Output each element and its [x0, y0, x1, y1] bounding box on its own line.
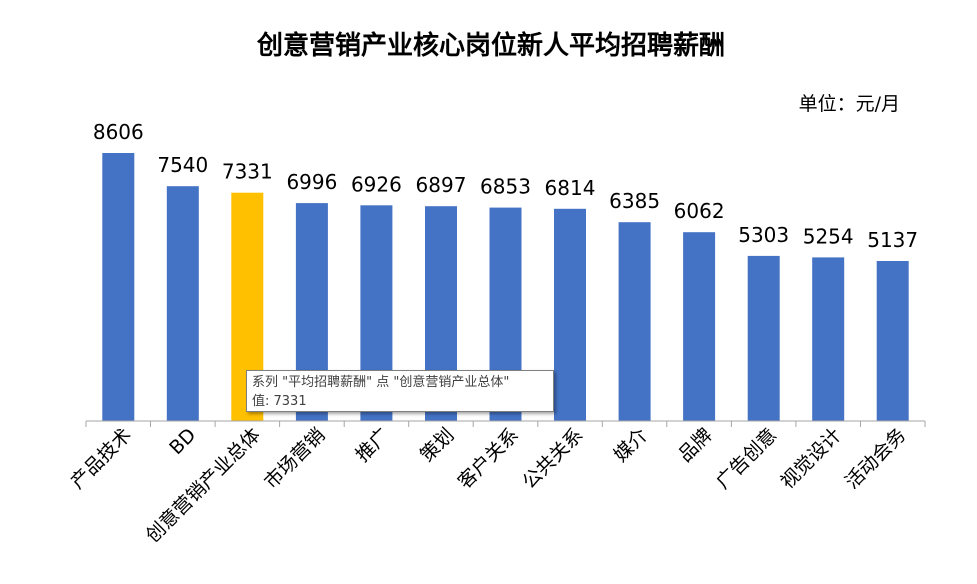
category-label-10: 广告创意	[712, 424, 781, 493]
value-label-4: 6926	[351, 172, 402, 196]
category-label-1: BD	[165, 424, 200, 459]
value-label-10: 5303	[738, 223, 789, 247]
bar-12[interactable]	[876, 261, 909, 421]
bar-8[interactable]	[618, 222, 651, 421]
value-label-11: 5254	[803, 224, 854, 248]
category-label-3: 市场营销	[260, 424, 329, 493]
value-label-3: 6996	[286, 170, 337, 194]
category-label-9: 品牌	[674, 424, 716, 466]
value-label-7: 6814	[545, 176, 596, 200]
category-label-5: 策划	[416, 424, 458, 466]
value-label-0: 8606	[93, 120, 144, 144]
category-label-12: 活动会务	[841, 424, 910, 493]
value-label-12: 5137	[867, 228, 918, 252]
value-label-8: 6385	[609, 189, 660, 213]
x-axis-ticks	[85, 421, 926, 427]
chart-title: 创意营销产业核心岗位新人平均招聘薪酬	[256, 30, 725, 61]
value-label-2: 7331	[222, 160, 273, 184]
value-label-9: 6062	[674, 199, 725, 223]
category-label-0: 产品技术	[67, 424, 136, 493]
data-tooltip: 系列 "平均招聘薪酬" 点 "创意营销产业总体" 值: 7331	[246, 370, 554, 412]
bar-9[interactable]	[683, 232, 716, 421]
tooltip-value-line: 值: 7331	[252, 394, 307, 409]
bar-0[interactable]	[102, 153, 135, 421]
value-label-5: 6897	[416, 173, 467, 197]
bar-7[interactable]	[554, 208, 586, 421]
category-label-4: 推广	[351, 424, 393, 466]
value-label-1: 7540	[157, 153, 208, 177]
category-label-2: 创意营销产业总体	[142, 424, 265, 547]
bar-11[interactable]	[812, 257, 845, 421]
unit-label: 单位：元/月	[799, 93, 900, 115]
bar-10[interactable]	[747, 255, 780, 421]
bar-1[interactable]	[166, 186, 199, 421]
value-label-6: 6853	[480, 175, 531, 199]
category-label-11: 视觉设计	[776, 424, 845, 493]
tooltip-series-line: 系列 "平均招聘薪酬" 点 "创意营销产业总体"	[252, 375, 510, 390]
category-label-6: 客户关系	[454, 424, 523, 493]
category-label-7: 公共关系	[518, 424, 587, 493]
value-labels-group: 8606 7540 7331 6996 6926 6897 6853 6814 6385 6062…	[93, 120, 918, 252]
category-label-8: 媒介	[610, 424, 652, 466]
